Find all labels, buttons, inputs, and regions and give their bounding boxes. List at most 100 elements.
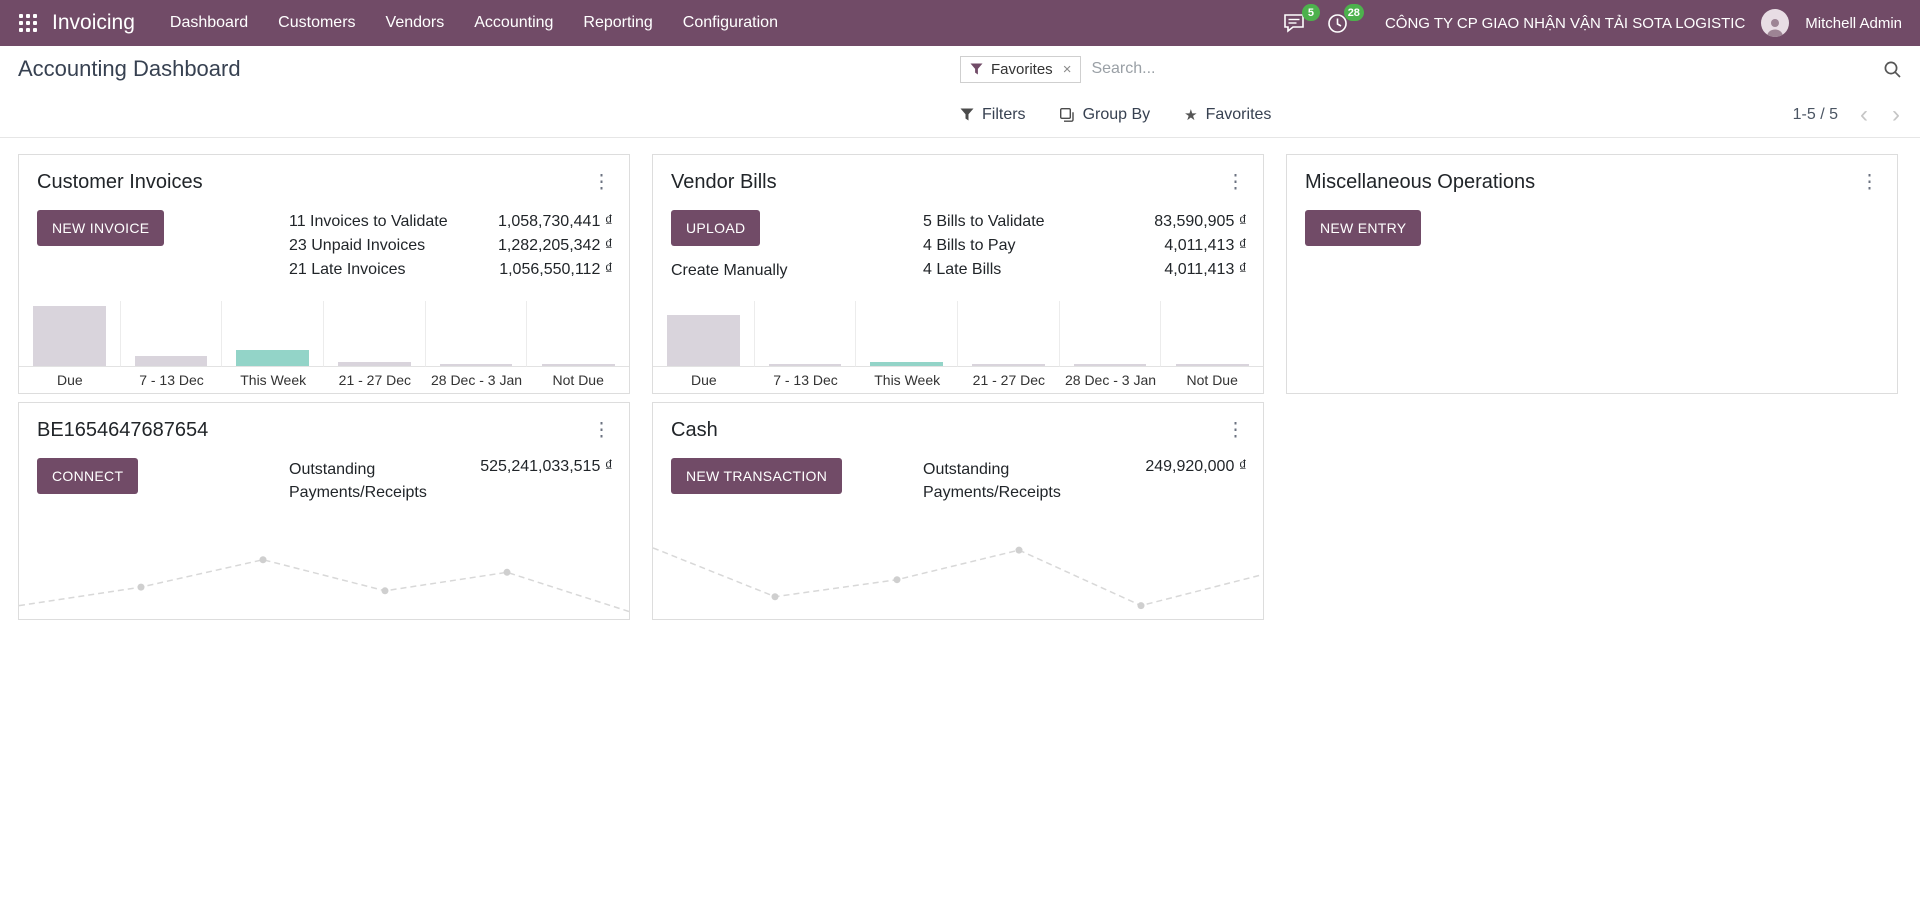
bar-chart-column[interactable]: 7 - 13 Dec [120,301,223,393]
pager-count: 1-5 / 5 [1792,105,1838,123]
bar-chart-column[interactable]: Due [19,301,121,393]
bar-chart-label: Not Due [552,372,604,388]
late-bills-link[interactable]: 4 Late Bills [923,261,1002,278]
chart-bar[interactable] [667,315,740,366]
connect-button[interactable]: CONNECT [37,458,139,494]
card-title-vendor-bills[interactable]: Vendor Bills [671,171,777,193]
menu-item-configuration[interactable]: Configuration [682,14,778,31]
chart-bar[interactable] [439,364,513,366]
bar-chart-column[interactable]: This Week [856,301,959,393]
late-invoices-link[interactable]: 21 Late Invoices [289,261,406,278]
upload-button[interactable]: UPLOAD [671,210,761,246]
kpi-row: 5 Bills to Validate 83,590,905 ₫ [923,210,1247,234]
bar-chart-column[interactable]: This Week [222,301,325,393]
search-icon[interactable] [1883,60,1902,79]
new-entry-button[interactable]: NEW ENTRY [1305,210,1422,246]
kebab-menu-icon[interactable]: ⋮ [592,420,611,441]
activities-count-badge: 28 [1343,4,1364,21]
group-by-button[interactable]: Group By [1059,106,1150,124]
app-title[interactable]: Invoicing [52,11,135,34]
card-miscellaneous-operations: Miscellaneous Operations ⋮ NEW ENTRY [1286,154,1898,394]
bar-chart-label: 21 - 27 Dec [972,372,1046,388]
card-title-customer-invoices[interactable]: Customer Invoices [37,171,203,193]
bar-chart-label: This Week [240,372,307,388]
line-chart-point [503,568,511,576]
kpi-row: Outstanding Payments/Receipts 249,920,00… [923,458,1247,504]
menu-item-dashboard[interactable]: Dashboard [169,14,249,31]
chart-bar[interactable] [1175,364,1249,366]
chart-bar[interactable] [768,364,842,366]
create-manually-link[interactable]: Create Manually [671,262,788,279]
bills-to-pay-amount: 4,011,413 ₫ [1164,237,1247,254]
chart-bar[interactable] [236,349,309,366]
bar-chart-label: Not Due [1186,372,1238,388]
kebab-menu-icon[interactable]: ⋮ [1226,420,1245,441]
kpi-row: 4 Late Bills 4,011,413 ₫ [923,258,1247,282]
chart-bar[interactable] [338,362,411,366]
favorites-button[interactable]: ★ Favorites [1184,106,1271,124]
new-invoice-button[interactable]: NEW INVOICE [37,210,165,246]
bar-chart-column[interactable]: Not Due [527,301,630,393]
main-menu: Dashboard Customers Vendors Accounting R… [155,0,793,46]
invoices-to-validate-link[interactable]: 11 Invoices to Validate [289,213,448,230]
kebab-menu-icon[interactable]: ⋮ [1860,172,1879,193]
search-input[interactable]: Search... [1091,60,1156,77]
chart-bar[interactable] [972,364,1045,366]
pager-previous-icon[interactable]: ‹ [1860,100,1868,128]
bills-to-validate-link[interactable]: 5 Bills to Validate [923,213,1045,230]
card-title-cash[interactable]: Cash [671,419,718,441]
vendor-bills-bar-chart[interactable]: Due 7 - 13 Dec This Week 21 - 27 Dec 28 Dec … [653,301,1264,393]
bar-chart-column[interactable]: Not Due [1161,301,1264,393]
bar-chart-label: Due [56,372,83,388]
bank-line-chart[interactable] [18,531,630,619]
card-title-miscellaneous-operations[interactable]: Miscellaneous Operations [1305,171,1536,193]
kpi-row: Outstanding Payments/Receipts 525,241,03… [289,458,613,504]
bar-chart-column[interactable]: 21 - 27 Dec [958,301,1060,393]
outstanding-payments-link[interactable]: Outstanding Payments/Receipts [923,461,1061,501]
chart-bar[interactable] [870,362,943,366]
bar-chart-column[interactable]: Due [653,301,755,393]
search-facet-favorites[interactable]: Favorites × [960,55,1082,83]
line-chart-point [259,556,267,564]
menu-item-reporting[interactable]: Reporting [583,14,653,31]
line-chart-point [771,593,779,601]
new-transaction-button[interactable]: NEW TRANSACTION [671,458,843,494]
customer-invoices-bar-chart[interactable]: Due 7 - 13 Dec This Week 21 - 27 Dec 28 Dec … [19,301,630,393]
kebab-menu-icon[interactable]: ⋮ [592,172,611,193]
bar-chart-label: 21 - 27 Dec [338,372,412,388]
facet-remove-icon[interactable]: × [1062,60,1072,78]
avatar[interactable] [1761,9,1790,37]
apps-menu-icon[interactable] [10,5,46,41]
bar-chart-column[interactable]: 7 - 13 Dec [754,301,857,393]
line-chart-point [893,576,901,584]
bills-to-pay-link[interactable]: 4 Bills to Pay [923,237,1016,254]
outstanding-payments-amount: 249,920,000 ₫ [1145,458,1247,475]
company-name[interactable]: CÔNG TY CP GIAO NHẬN VẬN TẢI SOTA LOGIST… [1384,14,1746,32]
user-name[interactable]: Mitchell Admin [1805,14,1902,32]
card-title-bank-account[interactable]: BE1654647687654 [37,419,209,441]
messages-button[interactable]: 5 [1283,4,1320,37]
unpaid-invoices-link[interactable]: 23 Unpaid Invoices [289,237,426,254]
menu-item-vendors[interactable]: Vendors [385,14,445,31]
activities-button[interactable]: 28 [1327,4,1364,37]
search-bar[interactable]: Favorites × Search... [960,55,1902,83]
favorites-label: Favorites [1205,105,1272,123]
menu-item-customers[interactable]: Customers [278,14,356,31]
bar-chart-column[interactable]: 28 Dec - 3 Jan [425,301,528,393]
bar-chart-column[interactable]: 28 Dec - 3 Jan [1059,301,1162,393]
menu-item-accounting[interactable]: Accounting [474,14,554,31]
user-silhouette-icon [1767,19,1784,37]
card-customer-invoices: Customer Invoices ⋮ NEW INVOICE 11 Invoi… [18,154,630,394]
chart-bar[interactable] [541,364,615,366]
kebab-menu-icon[interactable]: ⋮ [1226,172,1245,193]
chart-bar[interactable] [134,356,208,366]
chart-bar[interactable] [1073,364,1147,366]
bar-chart-column[interactable]: 21 - 27 Dec [324,301,426,393]
chart-bar[interactable] [33,306,106,366]
bar-chart-label: 7 - 13 Dec [139,372,204,388]
filters-button[interactable]: Filters [960,106,1026,124]
outstanding-payments-link[interactable]: Outstanding Payments/Receipts [289,461,427,501]
pager-next-icon[interactable]: › [1892,100,1900,128]
cash-line-chart[interactable] [652,531,1264,619]
kpi-row: 21 Late Invoices 1,056,550,112 ₫ [289,258,613,282]
